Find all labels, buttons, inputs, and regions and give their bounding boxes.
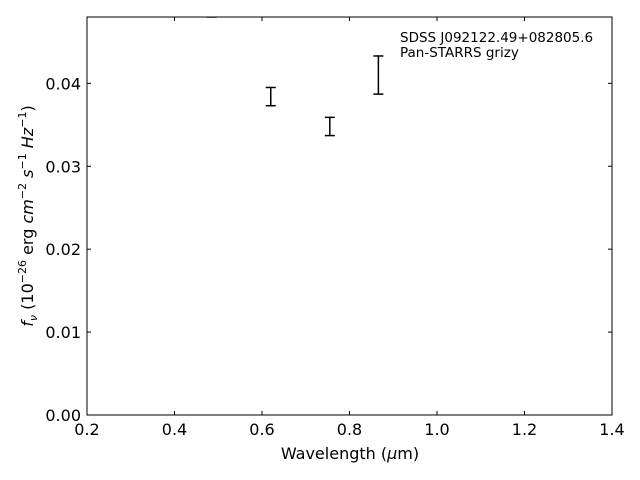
- x-axis-label-unit: m): [397, 444, 419, 463]
- plot-frame: [86, 16, 613, 416]
- y-tick-label: 0.01: [45, 323, 81, 342]
- x-axis-label: Wavelength (μm): [281, 444, 419, 463]
- x-tick-label: 1.2: [512, 420, 537, 439]
- legend-entry-2: Pan-STARRS grizy: [400, 45, 519, 61]
- x-tick-label: 0.4: [162, 420, 187, 439]
- error-bar: [324, 116, 335, 137]
- legend-entry-1: SDSS J092122.49+082805.6: [400, 30, 593, 46]
- x-tick-label: 1.0: [424, 420, 449, 439]
- error-bar: [373, 55, 384, 95]
- y-label-cm: cm: [18, 199, 37, 223]
- y-label-hz: Hz: [18, 127, 37, 153]
- x-tick-label: 0.2: [74, 420, 99, 439]
- y-tick-label: 0.04: [45, 74, 81, 93]
- y-label-nu: ν: [27, 315, 40, 321]
- y-tick-label: 0.02: [45, 240, 81, 259]
- y-label-s: s: [18, 170, 37, 183]
- y-axis-label: fν (10−26 erg cm−2 s−1 Hz−1): [16, 105, 40, 326]
- y-label-exp4: −1: [16, 112, 29, 128]
- y-label-erg: erg: [18, 224, 37, 260]
- x-tick-label: 0.8: [337, 420, 362, 439]
- y-tick-label: 0.00: [45, 406, 81, 425]
- y-label-exp2: −2: [16, 183, 29, 199]
- error-bar: [206, 17, 217, 18]
- y-tick-label: 0.03: [45, 157, 81, 176]
- y-label-close: ): [18, 105, 37, 111]
- x-axis-label-mu: μ: [386, 444, 397, 463]
- x-tick-label: 0.6: [249, 420, 274, 439]
- y-label-mid: (10: [18, 283, 37, 315]
- y-label-exp3: −1: [16, 153, 29, 169]
- error-bar: [265, 86, 276, 107]
- ticks-layer: 0.2 0.4 0.6 0.8 1.0 1.2 1.4 0.00 0.01 0.02 0.03 0.0…: [45, 17, 625, 439]
- y-label-f: f: [18, 319, 37, 327]
- y-label-exp1: −26: [16, 260, 29, 283]
- x-tick-label: 1.4: [599, 420, 624, 439]
- x-axis-label-text: Wavelength (: [281, 444, 387, 463]
- data-layer: [206, 17, 384, 137]
